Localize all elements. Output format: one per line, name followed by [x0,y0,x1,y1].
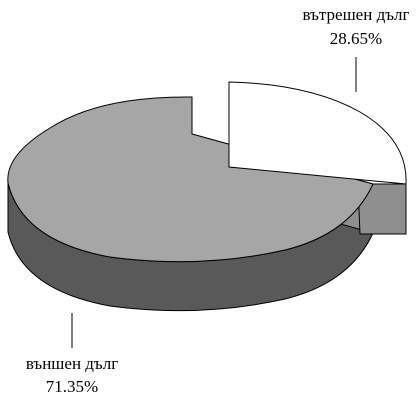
slice-vneshen-top [7,96,374,263]
slice-value-vatreshen: 28.65% [330,29,382,48]
slice-value-vneshen: 71.35% [46,377,98,396]
slice-label-vneshen: външен дълг [26,354,118,373]
slice-vatreshen-top [228,81,407,185]
slice-label-vatreshen: вътрешен дълг [303,5,410,24]
